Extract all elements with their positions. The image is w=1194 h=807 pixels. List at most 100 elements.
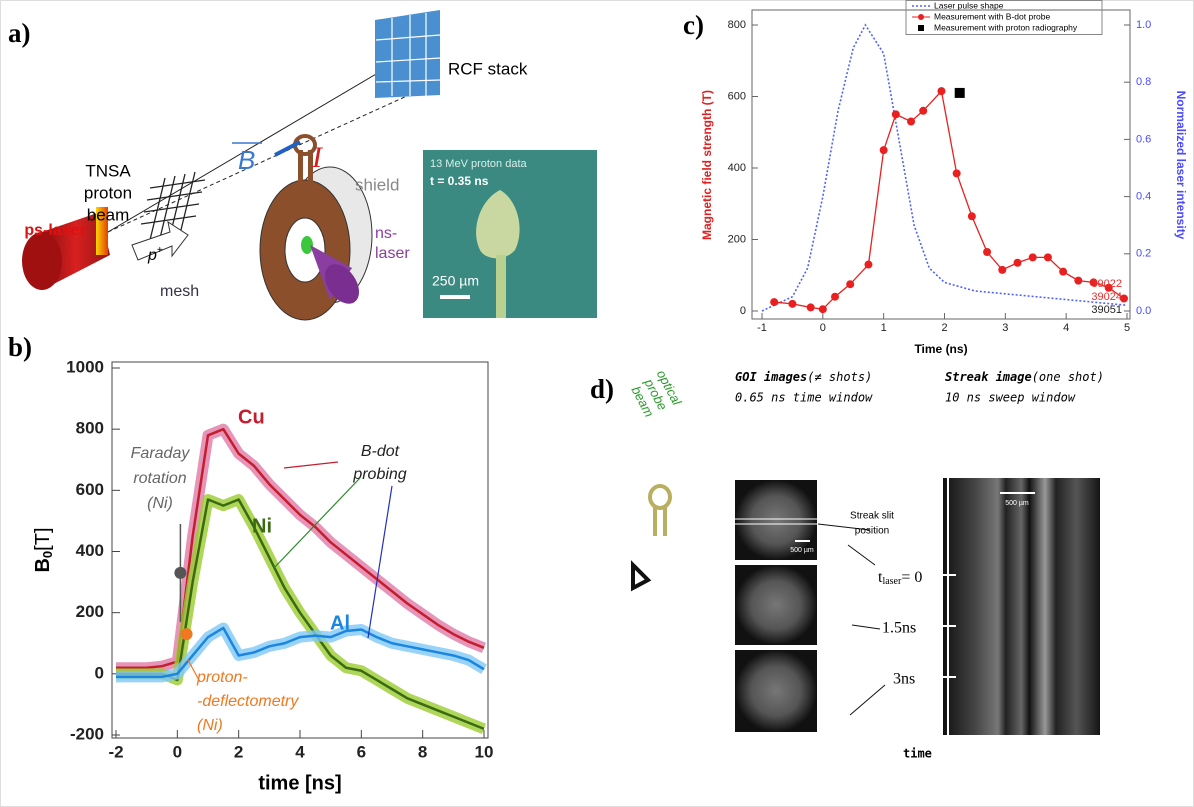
marker [891,110,900,119]
text-part: Streak image [945,370,1032,384]
text-label: rotation [133,470,186,487]
text-label: -1 [757,322,767,334]
diagnostic-sketch [631,478,1100,762]
text-label: 800 [728,19,746,31]
text-part: = 0 [901,569,922,586]
text-label: p+ [147,245,163,265]
text-label: shield [355,175,399,194]
text-label: 400 [728,162,746,174]
marker [1013,258,1022,267]
marker [998,265,1007,274]
marker [952,169,961,178]
text-label: Laser pulse shape [934,0,1004,10]
marker [864,260,873,269]
plot-frame [751,9,1131,320]
annotation-arrow [283,461,339,469]
legend-swatch [918,25,924,31]
text-label: 200 [728,233,746,245]
text-label: 250 µm [432,273,479,289]
text-part: + [157,245,163,256]
text-label: proton- [196,669,248,686]
text-label: 0.4 [1136,191,1151,203]
marker [1059,267,1068,276]
text-label: 4 [1063,322,1069,334]
legend-frame [905,0,1103,35]
annotation-arrow [367,485,393,639]
text-label: mesh [160,283,199,300]
marker [770,298,779,307]
text-label: Time (ns) [914,342,967,356]
marker [1043,253,1052,262]
text-label: 0.2 [1136,248,1151,260]
text-label: 800 [76,419,104,438]
text-label: 0.65 ns time window [735,391,873,405]
text-label: 400 [76,541,104,560]
text-label: 500 µm [790,547,814,554]
text-label: Ni [252,515,272,537]
marker [954,87,965,98]
text-label: Measurement with proton radiography [934,22,1078,32]
text-label: 0.0 [1136,305,1151,317]
text-label: 13 MeV proton data [430,158,528,170]
text-label: -deflectometry [197,693,299,710]
annotation-arrow [187,659,201,683]
text-label: 8 [418,742,427,761]
text-label: 200 [76,602,104,621]
text-label: -2 [108,742,123,761]
text-label: 4 [295,742,305,761]
series-line [116,498,485,731]
text-label: 3 [1002,322,1008,334]
marker [1074,276,1083,285]
text-label: 0 [740,305,746,317]
proton-image [423,150,597,318]
text-label: 10 [475,742,494,761]
text-label: probing [352,466,406,483]
text-label: 2 [234,742,243,761]
text-label: I [311,141,324,174]
text-part: p [147,247,157,264]
text-part: B [32,558,54,572]
text-label: 3ns [893,671,915,688]
text-label: proton [84,183,132,202]
text-label: 1 [881,322,887,334]
text-label: (Ni) [197,717,223,734]
text-label: t = 0.35 ns [430,174,489,188]
marker [846,280,855,289]
text-label: (Ni) [147,495,173,512]
text-label: 500 µm [1005,500,1029,507]
text-label: TNSA [85,161,131,180]
text-label: RCF stack [448,59,528,78]
text-label: Measurement with B-dot probe [934,11,1050,21]
text-label: B-dot [361,443,400,460]
marker [907,117,916,126]
text-label: Faraday [131,445,191,462]
text-label: b) [8,332,32,362]
marker [1119,294,1128,303]
text-label: Al [330,612,350,634]
marker [1089,278,1098,287]
text-label: 39024 [1091,291,1122,303]
text-part: GOI images [735,370,807,384]
text-label: 600 [76,480,104,499]
text-part: 0 [40,551,55,558]
text-label: Streak image(one shot) [945,370,1104,384]
text-label: -200 [70,724,104,743]
marker [831,292,839,301]
setup-sketch [22,10,441,321]
text-label: Normalized laser intensity [1174,91,1188,240]
marker [1028,253,1037,262]
text-label: 1.5ns [882,620,916,637]
text-label: 0 [95,663,104,682]
text-label: Streak slit [850,511,894,522]
text-part: (≠ shots) [807,370,872,384]
marker [967,212,976,221]
text-label: 600 [728,90,746,102]
text-label: 0.6 [1136,133,1151,145]
marker [879,146,888,155]
text-part: t [878,569,883,586]
marker [983,248,992,257]
text-label: a) [8,18,31,48]
marker [180,628,193,641]
text-label: tlaser= 0 [878,569,922,588]
